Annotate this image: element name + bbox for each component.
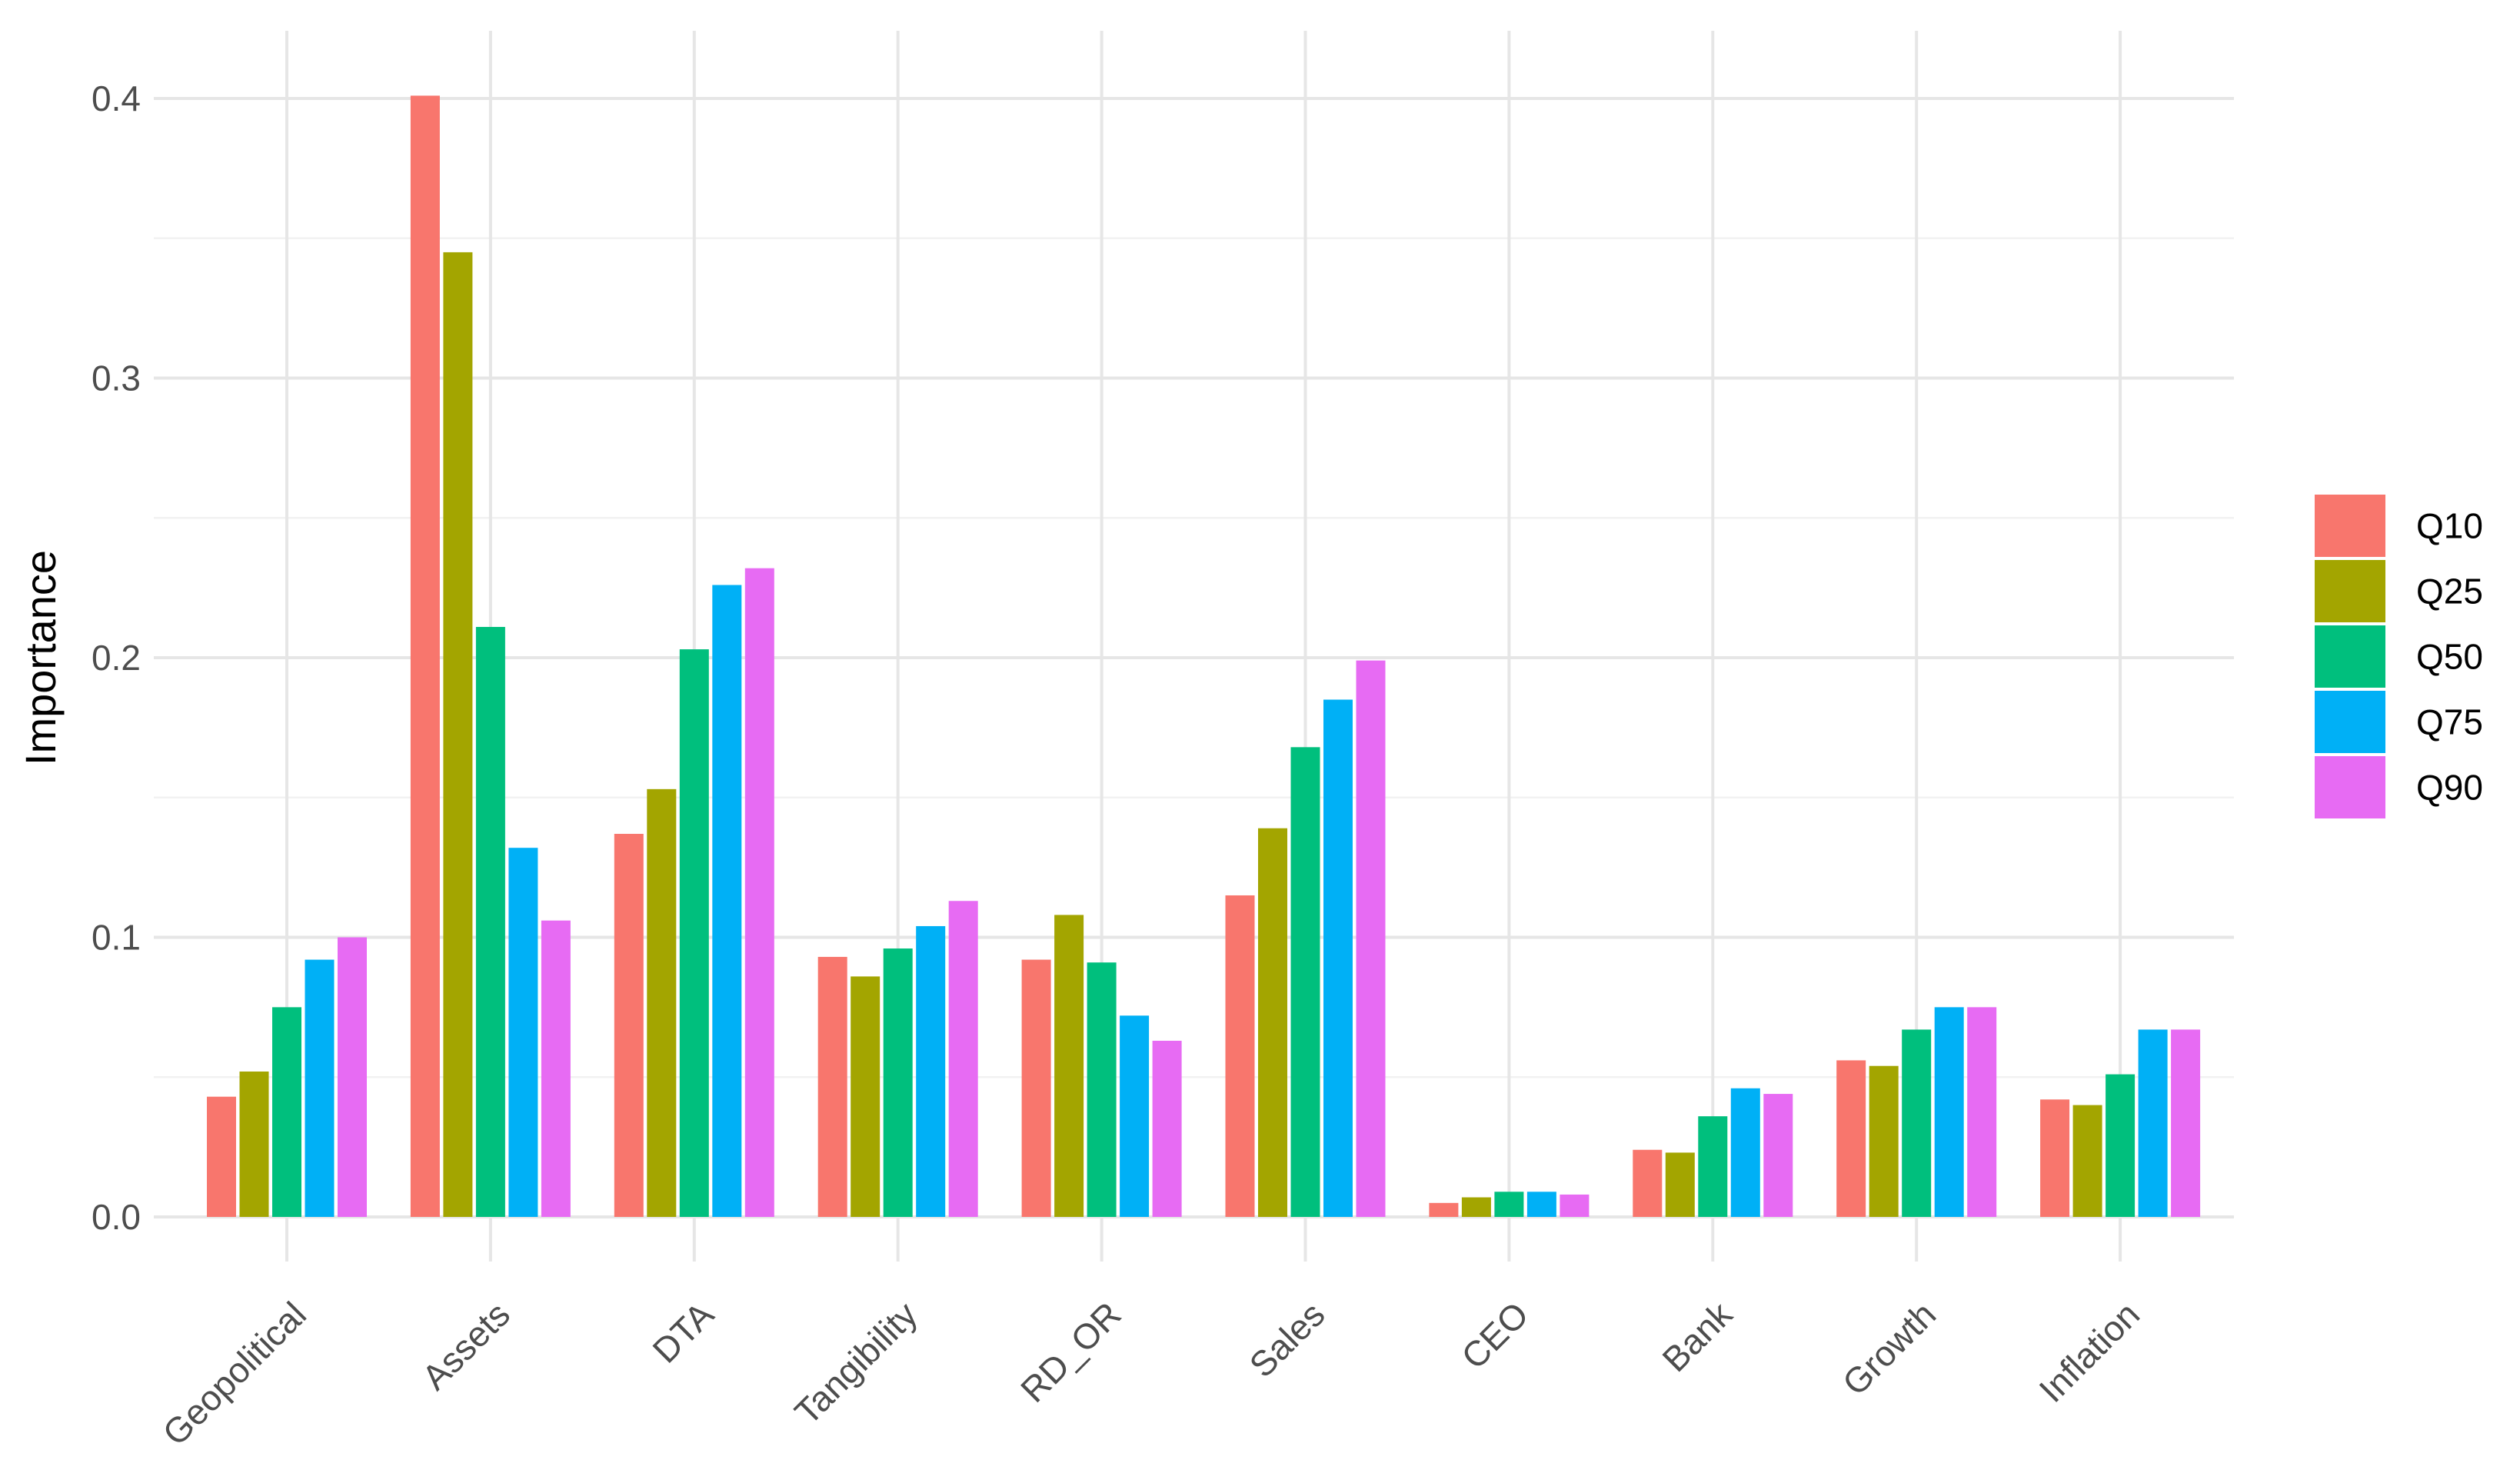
bar-q10-inflation [2040,1099,2070,1217]
bar-q25-rd-or [1054,915,1084,1217]
legend-key-q90 [2315,756,2385,818]
bars-layer [207,95,2201,1218]
bar-q25-geopolitical [239,1071,269,1217]
y-tick-label: 0.4 [92,78,141,118]
legend-label-q75: Q75 [2416,702,2483,742]
bar-q50-sales [1290,747,1320,1217]
x-tick-label: Assets [414,1294,518,1397]
bar-q10-bank [1633,1149,1663,1217]
bar-q50-tangibility [883,948,913,1217]
legend-label-q50: Q50 [2416,637,2483,677]
bar-q10-dta [614,834,644,1217]
x-tick-label: CEO [1453,1294,1536,1376]
bar-q90-dta [744,568,774,1217]
bar-q75-bank [1730,1088,1760,1217]
bar-q50-geopolitical [272,1007,301,1217]
bar-q50-dta [679,649,709,1217]
bar-q75-ceo [1526,1192,1556,1217]
x-tick-label: Sales [1241,1294,1332,1385]
y-axis-title: Importance [16,550,65,765]
bar-q75-growth [1934,1007,1964,1217]
bar-q75-rd-or [1120,1015,1150,1217]
bar-q90-ceo [1560,1194,1590,1217]
bar-q75-tangibility [916,925,946,1217]
bar-q10-ceo [1429,1202,1459,1217]
bar-q10-rd-or [1021,959,1051,1217]
legend-key-q50 [2315,625,2385,688]
bar-q90-rd-or [1152,1040,1182,1217]
bar-q50-growth [1902,1029,1932,1217]
bar-q90-bank [1763,1094,1793,1217]
bar-q90-tangibility [948,901,978,1217]
bar-q50-rd-or [1087,962,1117,1217]
bar-q10-sales [1225,895,1255,1217]
bar-q25-dta [647,788,677,1217]
bar-q50-inflation [2106,1074,2136,1217]
bar-q50-assets [475,627,505,1217]
legend-key-q10 [2315,495,2385,557]
bar-q25-growth [1869,1065,1899,1217]
x-tick-label: Bank [1654,1294,1740,1380]
y-tick-labels: 0.0 0.1 0.2 0.3 0.4 [92,78,141,1237]
bar-q25-tangibility [851,976,881,1217]
bar-q10-geopolitical [207,1096,236,1217]
legend-key-q75 [2315,691,2385,753]
bar-q25-inflation [2072,1105,2102,1217]
legend-label-q90: Q90 [2416,768,2483,808]
bar-q75-dta [712,585,742,1217]
bar-q10-growth [1836,1060,1866,1217]
y-tick-label: 0.0 [92,1197,141,1237]
y-tick-label: 0.2 [92,638,141,678]
bar-q10-tangibility [817,956,847,1217]
bar-q25-sales [1258,828,1287,1217]
x-tick-labels: Geopolitical Assets DTA Tangibility RD_OR Sal… [155,1294,2147,1453]
bar-q75-assets [508,848,538,1217]
bar-q75-sales [1323,699,1353,1217]
bar-q90-growth [1967,1007,1997,1217]
bar-q90-inflation [2171,1029,2201,1217]
x-tick-label: RD_OR [1013,1294,1129,1410]
bar-q25-assets [443,252,473,1217]
bar-q10-assets [410,95,440,1218]
legend: Q10 Q25 Q50 Q75 Q90 [2315,495,2483,818]
x-tick-label: Geopolitical [155,1294,314,1453]
x-tick-label: Tangibility [787,1294,925,1432]
bar-q90-assets [541,920,571,1217]
legend-key-q25 [2315,560,2385,622]
bar-q50-ceo [1494,1192,1524,1217]
y-tick-label: 0.3 [92,358,141,398]
bar-q75-geopolitical [305,959,335,1217]
bar-q50-bank [1698,1116,1728,1217]
y-tick-label: 0.1 [92,918,141,958]
bar-q90-geopolitical [338,937,367,1217]
x-tick-label: Growth [1835,1294,1944,1403]
x-tick-label: Inflation [2031,1294,2147,1410]
legend-label-q25: Q25 [2416,572,2483,612]
x-tick-label: DTA [644,1294,721,1371]
bar-q90-sales [1356,660,1386,1217]
bar-q25-bank [1665,1152,1695,1217]
legend-label-q10: Q10 [2416,506,2483,546]
bar-q75-inflation [2138,1029,2168,1217]
bar-q25-ceo [1461,1197,1491,1217]
